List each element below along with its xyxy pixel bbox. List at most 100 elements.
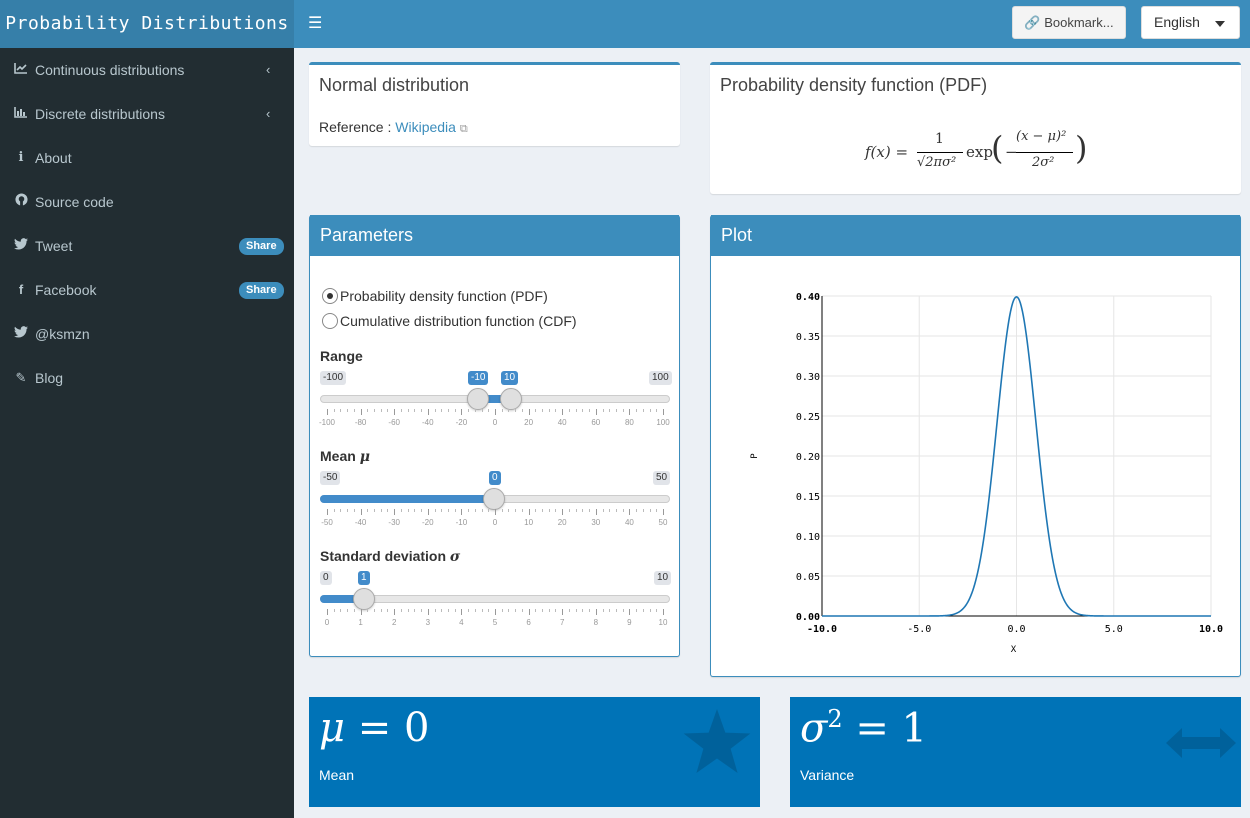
sidebar-item-blog[interactable]: ✎ Blog [0, 356, 294, 400]
minor-tick [582, 609, 584, 612]
minor-tick [447, 509, 449, 512]
minor-tick [454, 509, 456, 512]
sidebar-item-tweet[interactable]: Tweet Share [0, 224, 294, 268]
sidebar-item-discrete[interactable]: Discrete distributions ‹ [0, 92, 294, 136]
sidebar-toggle-icon[interactable]: ☰ [308, 15, 323, 32]
minor-tick [642, 409, 644, 412]
caret-down-icon [1215, 21, 1225, 27]
link-icon: 🔗 [1024, 15, 1041, 30]
minor-tick [421, 609, 423, 612]
sidebar-item-ksmzn[interactable]: @ksmzn [0, 312, 294, 356]
minor-tick [474, 409, 476, 412]
sidebar-item-source-code[interactable]: Source code [0, 180, 294, 224]
minor-tick [609, 409, 611, 412]
pdf-formula: f(x) = 1 √2πσ² exp ( − (x − μ)² 2σ² ) [865, 129, 1088, 170]
plot-title: Plot [711, 215, 1240, 256]
range-from-handle[interactable] [467, 388, 489, 410]
major-tick [528, 509, 530, 515]
share-badge: Share [239, 282, 284, 299]
minor-tick [353, 409, 355, 412]
range-slider-fill [478, 395, 511, 403]
tick-label: -50 [321, 518, 333, 527]
tick-label: 5 [492, 618, 498, 627]
radio-label: Cumulative distribution function (CDF) [340, 313, 577, 329]
wikipedia-link[interactable]: Wikipedia [395, 119, 456, 135]
minor-tick [468, 509, 470, 512]
major-tick [663, 409, 664, 415]
y-tick-label: 0.20 [796, 452, 820, 463]
mean-handle[interactable] [483, 488, 505, 510]
minor-tick [515, 409, 517, 412]
minor-tick [656, 409, 658, 412]
sidebar-item-label: Discrete distributions [35, 106, 165, 122]
range-max-tag: 100 [649, 371, 672, 385]
minor-tick [568, 409, 570, 412]
bookmark-button[interactable]: 🔗 Bookmark... [1012, 6, 1126, 39]
twitter-icon [12, 224, 30, 268]
minor-tick [649, 609, 651, 612]
tick-label: 9 [627, 618, 632, 627]
minor-tick [340, 609, 342, 612]
sidebar-item-label: Facebook [35, 282, 97, 298]
minor-tick [602, 509, 604, 512]
minor-tick [347, 509, 349, 512]
tick-label: 40 [557, 418, 567, 427]
minor-tick [535, 409, 537, 412]
y-tick-label: 0.35 [796, 332, 820, 343]
minor-tick [542, 509, 544, 512]
tick-label: 100 [656, 418, 670, 427]
parameters-box: Parameters Probability density function … [309, 215, 680, 657]
minor-tick [333, 609, 335, 612]
language-select[interactable]: English [1141, 6, 1240, 39]
minor-tick [407, 609, 409, 612]
minor-tick [340, 409, 342, 412]
sidebar-item-label: @ksmzn [35, 326, 90, 342]
major-tick [327, 409, 328, 415]
sd-ticks: 0 1 2 3 4 5 6 7 8 9 10 [320, 605, 670, 627]
reference-label: Reference : [319, 119, 392, 135]
top-navbar: ☰ 🔗 Bookmark... English [294, 0, 1250, 48]
minor-tick [481, 509, 483, 512]
tick-label: 50 [658, 518, 668, 527]
minor-tick [568, 509, 570, 512]
tick-label: 20 [524, 418, 534, 427]
minor-tick [501, 509, 503, 512]
bar-chart-icon [12, 92, 30, 136]
minor-tick [555, 509, 557, 512]
minor-tick [407, 409, 409, 412]
tick-label: 10 [658, 618, 668, 627]
sidebar-item-about[interactable]: i About [0, 136, 294, 180]
minor-tick [374, 509, 376, 512]
minor-tick [609, 509, 611, 512]
minor-tick [521, 609, 523, 612]
minor-tick [622, 509, 624, 512]
range-label: Range [320, 348, 363, 364]
sd-handle[interactable] [353, 588, 375, 610]
minor-tick [421, 509, 423, 512]
mean-value-box: μ = 0 Mean [309, 697, 760, 807]
tick-label: -20 [455, 418, 468, 427]
major-tick [528, 609, 530, 615]
minor-tick [367, 609, 369, 612]
app-logo[interactable]: Probability Distributions [0, 0, 294, 48]
range-to-handle[interactable] [500, 388, 522, 410]
radio-button[interactable] [322, 313, 338, 329]
minor-tick [454, 609, 456, 612]
sd-slider-track[interactable] [320, 595, 670, 603]
minor-tick [649, 509, 651, 512]
star-icon [683, 709, 751, 773]
tick-label: 2 [391, 618, 397, 627]
major-tick [360, 409, 362, 415]
minor-tick [501, 409, 503, 412]
sd-value-tag: 1 [358, 571, 370, 585]
minor-tick [333, 509, 335, 512]
sidebar-item-label: Source code [35, 194, 114, 210]
minor-tick [575, 609, 577, 612]
x-tick-label: -10.0 [807, 624, 837, 635]
minor-tick [407, 509, 409, 512]
radio-button-selected[interactable] [322, 288, 338, 304]
major-tick [595, 509, 597, 515]
range-slider-track[interactable] [320, 395, 670, 403]
sidebar-item-facebook[interactable]: f Facebook Share [0, 268, 294, 312]
sidebar-item-continuous[interactable]: Continuous distributions ‹ [0, 48, 294, 92]
